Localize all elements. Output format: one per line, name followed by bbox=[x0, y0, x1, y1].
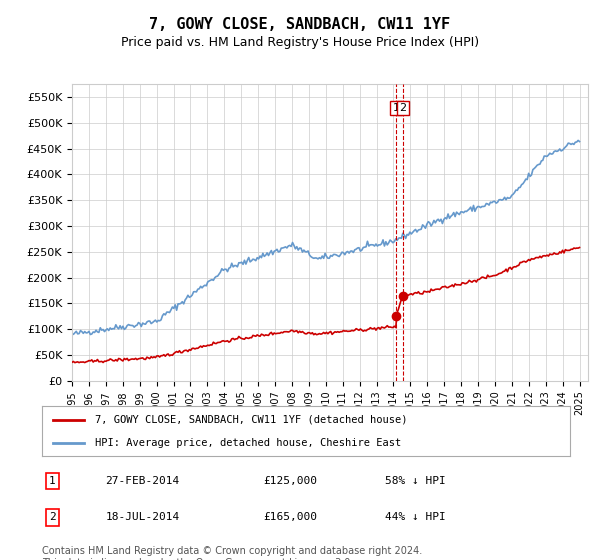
Text: 1: 1 bbox=[49, 476, 56, 486]
Text: 27-FEB-2014: 27-FEB-2014 bbox=[106, 476, 179, 486]
Text: 18-JUL-2014: 18-JUL-2014 bbox=[106, 512, 179, 522]
Text: 1: 1 bbox=[392, 102, 400, 113]
Text: 2: 2 bbox=[49, 512, 56, 522]
Text: HPI: Average price, detached house, Cheshire East: HPI: Average price, detached house, Ches… bbox=[95, 438, 401, 448]
Text: 7, GOWY CLOSE, SANDBACH, CW11 1YF (detached house): 7, GOWY CLOSE, SANDBACH, CW11 1YF (detac… bbox=[95, 414, 407, 424]
Text: £125,000: £125,000 bbox=[264, 476, 318, 486]
Text: 7, GOWY CLOSE, SANDBACH, CW11 1YF: 7, GOWY CLOSE, SANDBACH, CW11 1YF bbox=[149, 17, 451, 32]
Text: Price paid vs. HM Land Registry's House Price Index (HPI): Price paid vs. HM Land Registry's House … bbox=[121, 36, 479, 49]
Text: 2: 2 bbox=[399, 102, 406, 113]
Text: Contains HM Land Registry data © Crown copyright and database right 2024.
This d: Contains HM Land Registry data © Crown c… bbox=[42, 546, 422, 560]
Text: 58% ↓ HPI: 58% ↓ HPI bbox=[385, 476, 446, 486]
Text: £165,000: £165,000 bbox=[264, 512, 318, 522]
Text: 44% ↓ HPI: 44% ↓ HPI bbox=[385, 512, 446, 522]
